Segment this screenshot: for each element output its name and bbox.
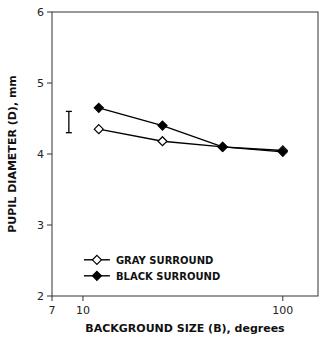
series-marker (218, 142, 227, 151)
error-bar-cap (66, 111, 72, 112)
y-tick-label: 6 (37, 6, 44, 19)
y-tick-label: 5 (37, 77, 44, 90)
series-marker (94, 103, 103, 112)
y-tick (47, 154, 52, 155)
y-tick (47, 83, 52, 84)
x-tick-label: 7 (49, 304, 56, 317)
y-tick-label: 2 (37, 290, 44, 303)
y-tick (47, 296, 52, 297)
series-marker (278, 147, 287, 156)
x-tick (282, 296, 283, 301)
error-bar (66, 111, 72, 132)
series-marker (94, 125, 103, 134)
series-line (99, 129, 283, 150)
y-tick-label: 3 (37, 219, 44, 232)
error-bar-stem (68, 111, 69, 132)
series-line (99, 108, 283, 152)
x-tick-label: 100 (272, 304, 293, 317)
legend-label: BLACK SURROUND (116, 271, 220, 282)
x-tick (82, 296, 83, 301)
legend-marker (92, 255, 101, 264)
x-axis-label: BACKGROUND SIZE (B), degrees (85, 322, 285, 335)
error-bar-cap (66, 132, 72, 133)
legend-marker (92, 271, 101, 280)
series-marker (158, 121, 167, 130)
legend: GRAY SURROUND BLACK SURROUND (84, 255, 220, 282)
chart-container: 7 10 100 2 3 4 5 6 BACKGROUND SIZE (B), degrees P… (0, 0, 332, 342)
y-axis-label: PUPIL DIAMETER (D), mm (6, 75, 19, 233)
chart: 7 10 100 2 3 4 5 6 BACKGROUND SIZE (B), degrees P… (0, 0, 332, 342)
plot-area (66, 103, 287, 156)
series-marker (218, 142, 227, 151)
x-tick (52, 296, 53, 301)
x-tick-label: 10 (76, 304, 90, 317)
legend-label: GRAY SURROUND (116, 255, 213, 266)
y-tick (47, 12, 52, 13)
plot-frame (52, 12, 318, 296)
y-tick-label: 4 (37, 148, 44, 161)
series-marker (158, 137, 167, 146)
y-tick (47, 225, 52, 226)
